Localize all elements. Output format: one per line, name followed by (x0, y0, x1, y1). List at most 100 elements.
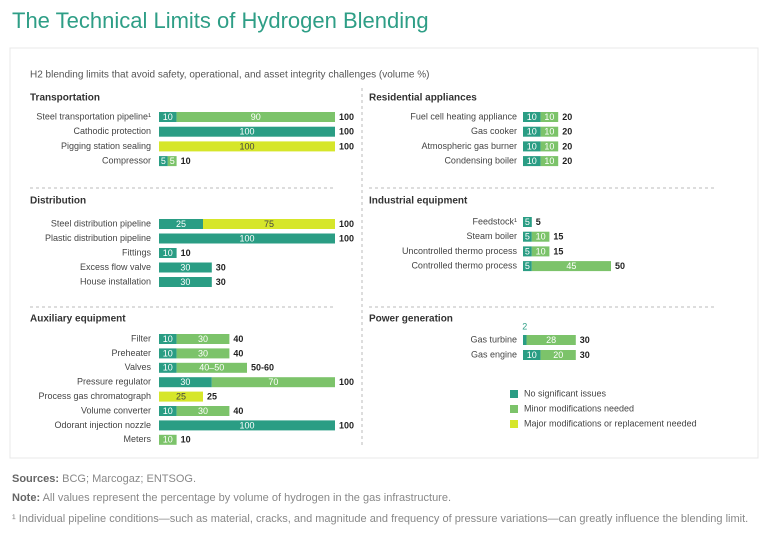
legend-swatch (510, 405, 518, 413)
category-label: Pigging station sealing (61, 141, 151, 151)
total-label: 5 (536, 217, 541, 227)
note-text: All values represent the percentage by v… (42, 492, 452, 504)
panel-title: Distribution (30, 196, 86, 207)
total-label: 40 (233, 406, 243, 416)
total-label: 100 (339, 127, 354, 137)
panel-title: Transportation (30, 93, 100, 104)
bar-segment (176, 348, 230, 359)
bar-segment (211, 377, 335, 388)
value-label: 5 (525, 217, 530, 227)
total-label: 10 (181, 248, 191, 258)
value-label: 30 (198, 334, 208, 344)
panel-title: Power generation (369, 314, 453, 325)
bar-segment (523, 126, 541, 137)
bar-segment (523, 350, 541, 360)
bar-segment (159, 156, 168, 167)
bar-segment (540, 350, 576, 360)
bar-segment (176, 362, 247, 373)
category-label: Volume converter (81, 405, 151, 415)
value-label: 10 (163, 112, 173, 122)
value-label: 10 (536, 232, 546, 242)
category-label: House installation (80, 276, 151, 286)
total-label: 15 (553, 232, 563, 242)
value-label: 5 (525, 261, 530, 271)
bar-segment (523, 246, 532, 257)
category-label: Plastic distribution pipeline (45, 233, 151, 243)
bar-segment (159, 420, 335, 431)
value-label: 10 (163, 406, 173, 416)
value-label: 10 (163, 248, 173, 258)
value-label: 10 (527, 127, 537, 137)
value-label: 100 (239, 233, 254, 243)
value-label: 100 (239, 127, 254, 137)
value-label: 45 (566, 261, 576, 271)
value-label: 30 (180, 277, 190, 287)
total-label: 30 (216, 277, 226, 287)
panel-title: Industrial equipment (369, 196, 468, 207)
sources: Sources: BCG; Marcogaz; ENTSOG. (12, 472, 752, 486)
bar-segment (526, 335, 576, 345)
bar-segment (523, 335, 527, 345)
value-label: 25 (176, 219, 186, 229)
total-label: 20 (562, 112, 572, 122)
bar-segment (167, 156, 177, 167)
value-label: 10 (527, 350, 537, 360)
bar-segment (540, 126, 559, 137)
bar-segment (159, 277, 212, 287)
total-label: 100 (339, 112, 354, 122)
bar-segment (531, 246, 550, 257)
category-label: Condensing boiler (444, 155, 517, 165)
bar-segment (531, 231, 550, 242)
total-label: 30 (216, 262, 226, 272)
value-label: 10 (544, 127, 554, 137)
bar-segment (176, 334, 230, 344)
value-label: 5 (161, 156, 166, 166)
value-label: 10 (536, 246, 546, 256)
bar-segment (523, 217, 532, 227)
bar-segment (159, 434, 177, 445)
bar-segment (540, 156, 559, 167)
total-label: 20 (562, 141, 572, 151)
bar-segment (159, 391, 203, 402)
value-label: 10 (527, 141, 537, 151)
chart-frame (9, 47, 759, 459)
value-label: 10 (163, 334, 173, 344)
bar-segment (159, 334, 177, 344)
category-label: Compressor (102, 155, 151, 165)
bar-segment (176, 406, 230, 416)
category-label: Steel transportation pipeline¹ (36, 111, 151, 121)
bar-segment (523, 261, 532, 272)
total-label: 100 (339, 420, 354, 430)
bar-segment (159, 406, 177, 416)
category-label: Gas cooker (471, 126, 517, 136)
bar-segment (540, 141, 559, 152)
value-label: 20 (553, 350, 563, 360)
footnote: ¹ Individual pipeline conditions—such as… (12, 513, 749, 525)
value-label: 25 (176, 391, 186, 401)
category-label: Gas turbine (470, 334, 517, 344)
legend-label: Major modifications or replacement neede… (524, 418, 697, 428)
total-label: 40 (233, 334, 243, 344)
total-label: 30 (580, 335, 590, 345)
value-label: 70 (268, 377, 278, 387)
bar-segment (159, 377, 212, 388)
total-label: 30 (580, 350, 590, 360)
category-label: Excess flow valve (80, 262, 151, 272)
bar-segment (159, 233, 335, 244)
total-label: 15 (553, 246, 563, 256)
category-label: Fittings (122, 247, 152, 257)
legend-label: Minor modifications needed (524, 403, 634, 413)
value-label: 10 (544, 112, 554, 122)
value-label: 100 (239, 141, 254, 151)
total-label: 10 (181, 435, 191, 445)
category-label: Process gas chromatograph (38, 391, 151, 401)
total-label: 100 (339, 219, 354, 229)
bar-segment (159, 262, 212, 273)
note: Note: All values represent the percentag… (12, 491, 752, 505)
legend-swatch (510, 390, 518, 398)
sources-label: Sources: (12, 473, 60, 485)
category-label: Odorant injection nozzle (54, 420, 151, 430)
total-label: 25 (207, 391, 217, 401)
category-label: Atmospheric gas burner (421, 141, 517, 151)
